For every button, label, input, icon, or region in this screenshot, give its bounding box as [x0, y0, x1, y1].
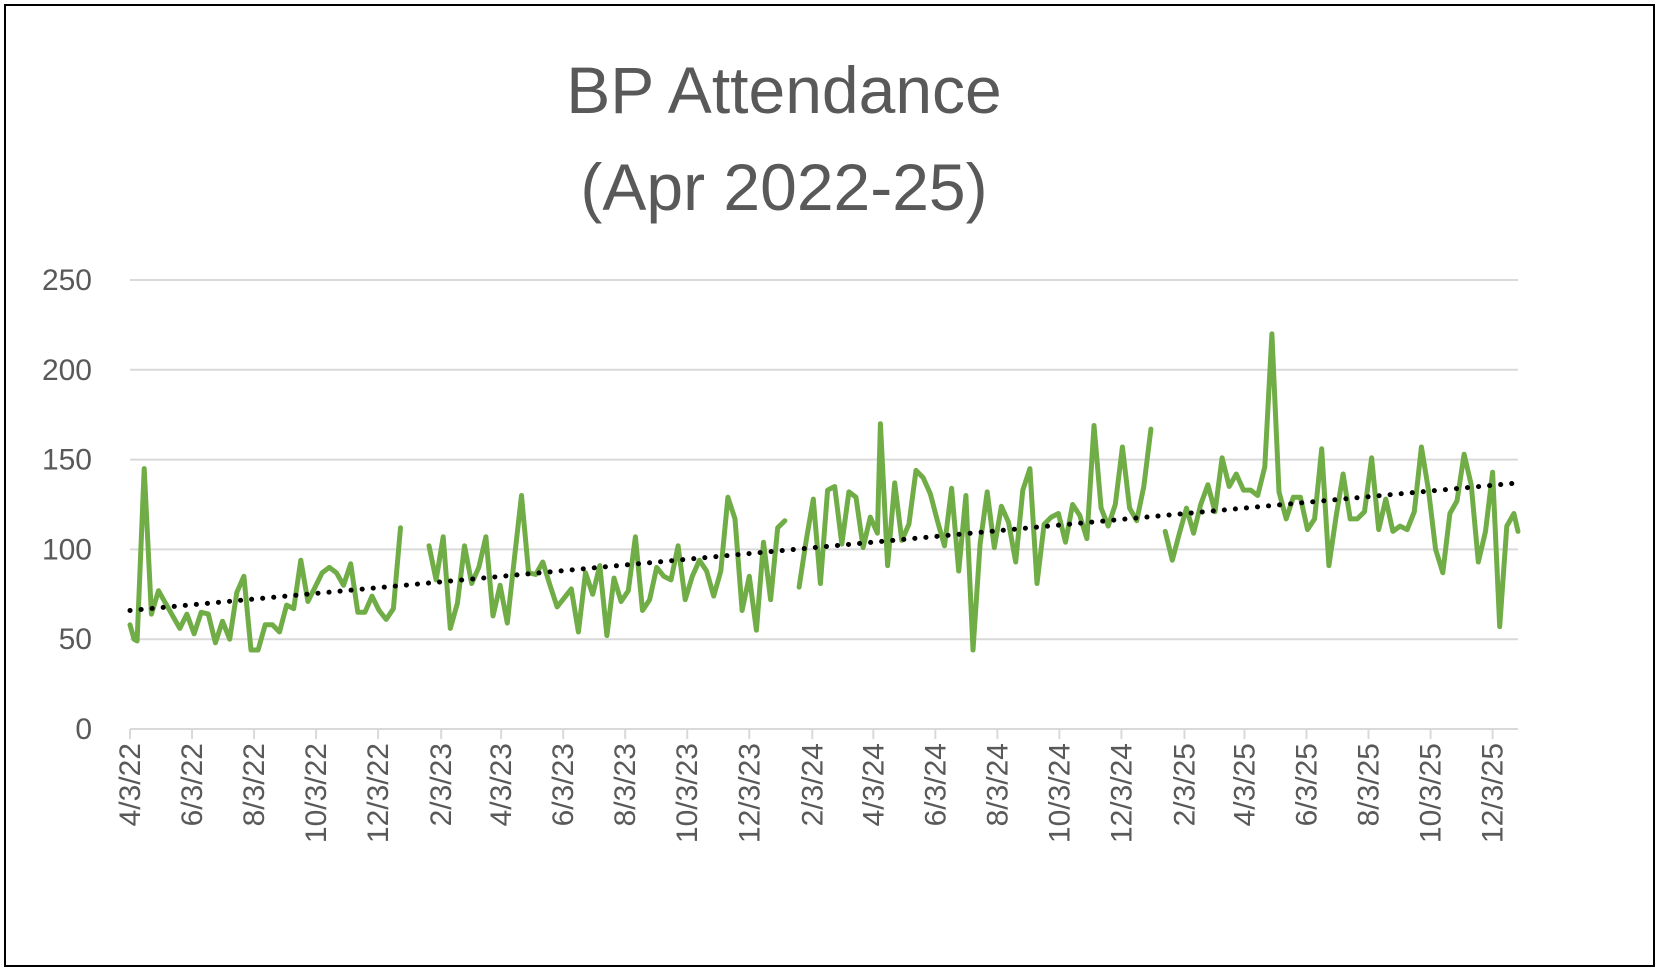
- x-tick-label: 10/3/24: [1043, 743, 1076, 843]
- trendline: [127, 480, 1521, 613]
- chart-frame: BP Attendance (Apr 2022-25) 0 50 100 150 200…: [4, 4, 1655, 967]
- x-tick-label: 8/3/25: [1353, 743, 1386, 826]
- x-tick-label: 8/3/23: [609, 743, 642, 826]
- x-tick-label: 2/3/24: [796, 743, 829, 826]
- x-tick-label: 6/3/22: [176, 743, 209, 826]
- x-tick-label: 10/3/23: [671, 743, 704, 843]
- x-tick-label: 12/3/23: [733, 743, 766, 843]
- x-tick-label: 10/3/25: [1415, 743, 1448, 843]
- x-tick-label: 4/3/24: [857, 743, 890, 826]
- x-tick-label: 8/3/22: [238, 743, 271, 826]
- x-tick-label: 2/3/25: [1168, 743, 1201, 826]
- y-tick-label: 200: [42, 354, 92, 387]
- series-line-segment: [127, 466, 403, 653]
- chart-title-line-2: (Apr 2022-25): [580, 150, 987, 224]
- series-line-segment: [796, 421, 1154, 653]
- y-tick-label: 50: [59, 623, 92, 656]
- x-tick-label: 8/3/24: [981, 743, 1014, 826]
- x-tick-label: 4/3/22: [114, 743, 147, 826]
- chart-title-line-1: BP Attendance: [566, 53, 1001, 127]
- gridlines: [130, 279, 1518, 641]
- x-tick-label: 12/3/24: [1105, 743, 1138, 843]
- y-tick-label: 250: [42, 264, 92, 297]
- series-line-segment: [426, 493, 788, 639]
- x-tick-label: 6/3/25: [1290, 743, 1323, 826]
- y-tick-label: 150: [42, 444, 92, 477]
- x-tick-label: 12/3/22: [362, 743, 395, 843]
- x-tick-label: 4/3/25: [1228, 743, 1261, 826]
- x-tick-label: 4/3/23: [485, 743, 518, 826]
- x-tick-label: 2/3/23: [425, 743, 458, 826]
- x-tick-label: 6/3/23: [547, 743, 580, 826]
- x-tick-label: 12/3/25: [1477, 743, 1510, 843]
- series-line-segment: [1162, 331, 1521, 630]
- y-axis-tick-labels: 0 50 100 150 200 250: [42, 264, 92, 746]
- x-tick-label: 6/3/24: [919, 743, 952, 826]
- y-tick-label: 100: [42, 533, 92, 566]
- linear-trendline: [127, 480, 1521, 613]
- x-axis: 4/3/22 6/3/22 8/3/22 10/3/22 12/3/22 2/3/23 4/…: [114, 728, 1518, 843]
- x-tick-label: 10/3/22: [300, 743, 333, 843]
- series-attendance: [127, 331, 1521, 653]
- line-chart: BP Attendance (Apr 2022-25) 0 50 100 150 200…: [42, 53, 1521, 843]
- y-tick-label: 0: [75, 713, 92, 746]
